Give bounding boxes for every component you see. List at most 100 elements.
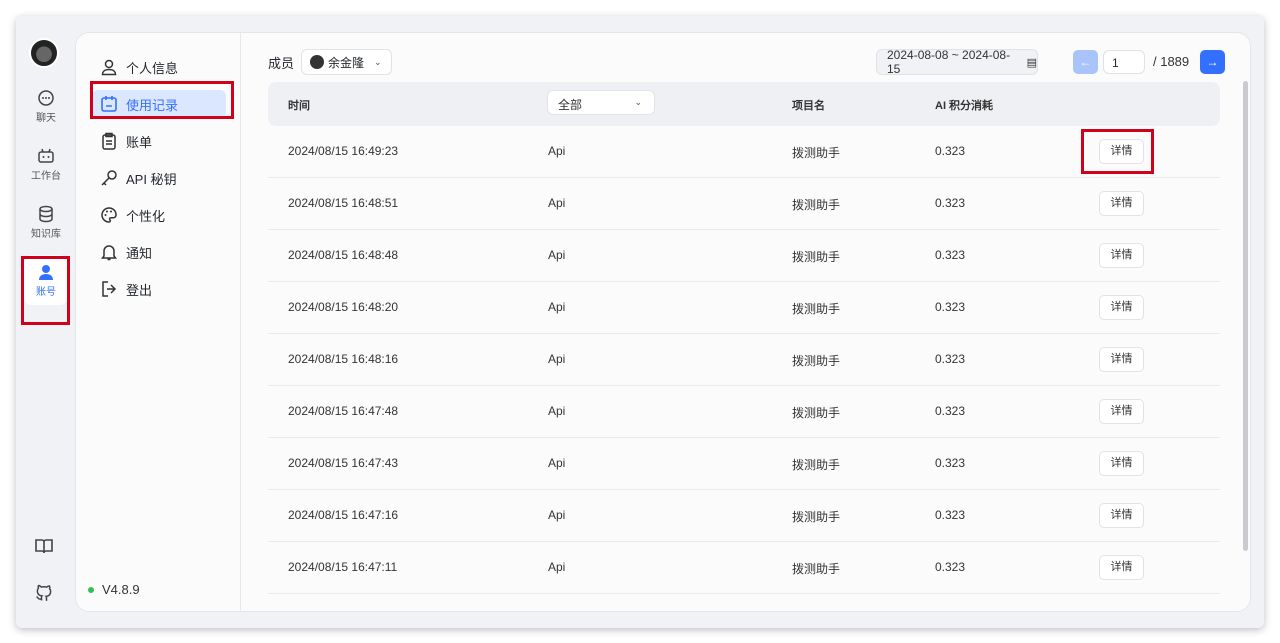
- cell-app: 拨测助手: [792, 146, 841, 160]
- date-range-picker[interactable]: 2024-08-08 ~ 2024-08-15 ▤: [876, 48, 1038, 76]
- rail-item-label: 聊天: [36, 113, 56, 124]
- next-page-button[interactable]: →: [1200, 50, 1225, 74]
- cell-points: 0.323: [935, 300, 966, 314]
- sidebar-item-label: 个人信息: [126, 60, 179, 76]
- cell-points: 0.323: [935, 144, 966, 158]
- total-pages: / 1889: [1153, 54, 1190, 69]
- sidebar-item-5[interactable]: 通知: [92, 238, 226, 266]
- cell-app: 拨测助手: [792, 354, 841, 368]
- rail-item-label: 知识库: [31, 229, 61, 240]
- cell-time: 2024/08/15 16:49:23: [288, 144, 399, 158]
- github-icon[interactable]: [34, 583, 54, 603]
- cell-time: 2024/08/15 16:48:20: [288, 300, 399, 314]
- scrollbar[interactable]: [1243, 81, 1248, 551]
- cell-time: 2024/08/15 16:48:16: [288, 352, 399, 366]
- cell-source: Api: [548, 196, 566, 210]
- cell-app: 拨测助手: [792, 198, 841, 212]
- table-row: 2024/08/15 16:48:51 Api 拨测助手 0.323 详情: [268, 178, 1220, 230]
- sidebar-item-label: 通知: [126, 245, 153, 261]
- cell-points: 0.323: [935, 196, 966, 210]
- arrow-right-icon: →: [1206, 55, 1219, 69]
- calendar-icon: ▤: [1026, 56, 1037, 69]
- cell-app: 拨测助手: [792, 562, 841, 576]
- robot-icon: [38, 148, 54, 163]
- palette-icon: [101, 207, 117, 223]
- version-indicator: V4.8.9: [88, 582, 140, 597]
- page-input[interactable]: 1: [1103, 50, 1145, 74]
- cell-time: 2024/08/15 16:47:11: [288, 560, 398, 574]
- database-icon: [39, 205, 53, 223]
- header-time: 时间: [288, 100, 310, 112]
- cell-source: Api: [548, 248, 566, 262]
- detail-button[interactable]: 详情: [1099, 503, 1144, 528]
- detail-button[interactable]: 详情: [1099, 139, 1144, 164]
- detail-button[interactable]: 详情: [1099, 347, 1144, 372]
- detail-button[interactable]: 详情: [1099, 295, 1144, 320]
- sidebar-item-6[interactable]: 登出: [92, 275, 226, 303]
- cell-source: Api: [548, 508, 566, 522]
- rail-item-2[interactable]: 知识库: [24, 197, 68, 247]
- member-select[interactable]: 余金隆 ⌄: [301, 49, 392, 75]
- sidebar-item-label: 个性化: [126, 208, 166, 224]
- table-row: 2024/08/15 16:48:48 Api 拨测助手 0.323 详情: [268, 230, 1220, 282]
- header-app: 项目名: [792, 100, 825, 112]
- table-row: 2024/08/15 16:47:16 Api 拨测助手 0.323 详情: [268, 490, 1220, 542]
- detail-button[interactable]: 详情: [1099, 555, 1144, 580]
- member-label: 成员: [268, 56, 295, 71]
- sidebar-item-3[interactable]: API 秘钥: [92, 164, 226, 192]
- cell-source: Api: [548, 300, 566, 314]
- detail-button[interactable]: 详情: [1099, 191, 1144, 216]
- cell-source: Api: [548, 404, 566, 418]
- clipboard-icon: [102, 132, 116, 150]
- usage-records: 成员 余金隆 ⌄ 2024-08-08 ~ 2024-08-15 ▤ ← 1 / 1…: [241, 33, 1250, 611]
- table-row: 2024/08/15 16:48:20 Api 拨测助手 0.323 详情: [268, 282, 1220, 334]
- rail-item-1[interactable]: 工作台: [24, 139, 68, 189]
- cell-points: 0.323: [935, 560, 966, 574]
- table-row: 2024/08/15 16:47:43 Api 拨测助手 0.323 详情: [268, 438, 1220, 490]
- cell-app: 拨测助手: [792, 510, 841, 524]
- source-filter-select[interactable]: 全部 ⌄: [547, 90, 655, 115]
- cell-app: 拨测助手: [792, 302, 841, 316]
- cell-app: 拨测助手: [792, 250, 841, 264]
- cell-points: 0.323: [935, 352, 966, 366]
- cell-source: Api: [548, 560, 566, 574]
- detail-button[interactable]: 详情: [1099, 451, 1144, 476]
- status-dot: [88, 586, 94, 593]
- detail-button[interactable]: 详情: [1099, 399, 1144, 424]
- member-avatar: [310, 55, 324, 69]
- version-label: V4.8.9: [102, 582, 140, 597]
- table-row: 2024/08/15 16:49:23 Api 拨测助手 0.323 详情: [268, 126, 1220, 178]
- rail-item-3[interactable]: 账号: [24, 255, 68, 305]
- cell-points: 0.323: [935, 456, 966, 470]
- bell-icon: [101, 245, 117, 261]
- cell-app: 拨测助手: [792, 458, 841, 472]
- cell-app: 拨测助手: [792, 406, 841, 420]
- book-icon[interactable]: [34, 537, 54, 555]
- cell-source: Api: [548, 144, 566, 158]
- rail-item-0[interactable]: 聊天: [24, 81, 68, 131]
- sidebar-item-4[interactable]: 个性化: [92, 201, 226, 229]
- date-range-value: 2024-08-08 ~ 2024-08-15: [887, 48, 1011, 76]
- sidebar-item-label: API 秘钥: [126, 171, 177, 187]
- table-row: 2024/08/15 16:47:48 Api 拨测助手 0.323 详情: [268, 386, 1220, 438]
- user-icon: [39, 265, 53, 280]
- member-name: 余金隆: [328, 55, 365, 70]
- arrow-left-icon: ←: [1079, 55, 1092, 69]
- account-panel: 个人信息使用记录账单 API 秘钥 个性化通知登出 V4.8.9 成员 余金隆 ⌄ 2…: [75, 32, 1251, 612]
- cell-source: Api: [548, 456, 566, 470]
- prev-page-button[interactable]: ←: [1073, 50, 1098, 74]
- sidebar-item-1[interactable]: 使用记录: [92, 90, 226, 118]
- user-avatar[interactable]: [29, 38, 59, 68]
- cell-time: 2024/08/15 16:48:51: [288, 196, 399, 210]
- chat-icon: [38, 90, 54, 106]
- cell-time: 2024/08/15 16:47:16: [288, 508, 399, 522]
- detail-button[interactable]: 详情: [1099, 243, 1144, 268]
- cell-points: 0.323: [935, 508, 966, 522]
- nav-rail: 聊天工作台知识库账号: [16, 16, 75, 628]
- sidebar-item-2[interactable]: 账单: [92, 127, 226, 155]
- logout-icon: [102, 281, 117, 297]
- table-row: 2024/08/15 16:48:16 Api 拨测助手 0.323 详情: [268, 334, 1220, 386]
- cell-points: 0.323: [935, 404, 966, 418]
- cell-time: 2024/08/15 16:47:48: [288, 404, 399, 418]
- sidebar-item-0[interactable]: 个人信息: [92, 53, 226, 81]
